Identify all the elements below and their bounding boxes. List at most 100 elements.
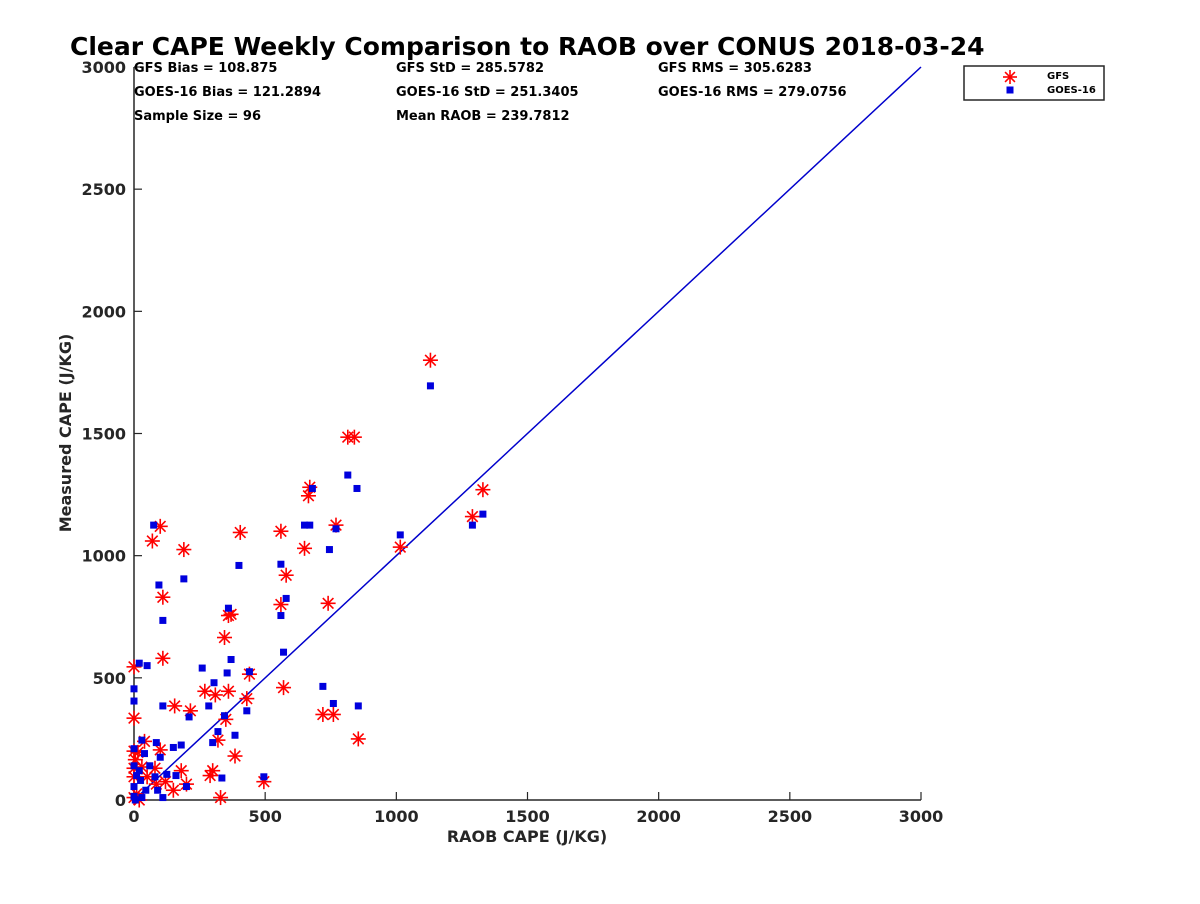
goes16-point — [277, 612, 285, 620]
gfs-point — [152, 742, 168, 758]
x-axis-label: RAOB CAPE (J/KG) — [447, 827, 607, 846]
goes16-point — [130, 792, 138, 800]
gfs-point — [220, 683, 236, 699]
y-tick-label: 2500 — [81, 180, 126, 199]
goes16-point — [151, 773, 159, 781]
goes16-point — [306, 521, 314, 529]
gfs-point — [392, 539, 408, 555]
goes16-point — [185, 713, 193, 721]
goes16-point — [243, 707, 251, 715]
goes16-point — [301, 521, 309, 529]
stat-text: GOES-16 Bias = 121.2894 — [134, 85, 321, 100]
legend-label: GOES-16 — [1047, 85, 1096, 96]
y-axis-label: Measured CAPE (J/KG) — [56, 334, 75, 533]
gfs-point — [422, 352, 438, 368]
gfs-point — [165, 782, 181, 798]
goes16-point — [308, 484, 316, 492]
x-tick-label: 0 — [128, 807, 139, 826]
gfs-point — [126, 659, 142, 675]
gfs-point — [239, 691, 255, 707]
goes16-point — [479, 510, 487, 518]
gfs-point — [227, 748, 243, 764]
gfs-point — [197, 683, 213, 699]
gfs-point — [276, 680, 292, 696]
gfs-point — [346, 429, 362, 445]
gfs-point — [475, 482, 491, 498]
goes16-point — [223, 669, 231, 677]
gfs-point — [350, 731, 366, 747]
goes16-point — [235, 561, 243, 569]
goes16-point — [354, 702, 362, 710]
reference-line-layer — [133, 66, 922, 801]
chart-title: Clear CAPE Weekly Comparison to RAOB ove… — [70, 32, 985, 61]
goes16-point — [177, 741, 185, 749]
goes16-point — [130, 697, 138, 705]
goes16-point — [325, 546, 333, 554]
y-tick-label: 2000 — [81, 302, 126, 321]
goes16-point — [130, 685, 138, 693]
gfs-point — [220, 608, 236, 624]
goes16-point — [221, 712, 229, 720]
goes16-point — [143, 662, 151, 670]
legend-gfs-marker — [1003, 70, 1017, 84]
goes16-point — [133, 772, 141, 780]
goes16-point — [332, 525, 340, 533]
y-tick-label: 3000 — [81, 58, 126, 77]
goes16-point — [329, 699, 337, 707]
goes16-point — [159, 702, 167, 710]
goes16-point — [182, 783, 190, 791]
goes16-point — [156, 753, 164, 761]
goes16-point — [205, 702, 213, 710]
goes16-point — [180, 575, 188, 583]
x-tick-label: 2500 — [768, 807, 813, 826]
goes16-point — [142, 786, 150, 794]
statistics-block: GFS Bias = 108.875 GFS StD = 285.5782 GFS … — [134, 61, 847, 124]
goes16-point — [260, 773, 268, 781]
gfs-point — [155, 650, 171, 666]
goes16-point — [159, 616, 167, 624]
goes16-point — [209, 739, 217, 747]
gfs-point — [300, 488, 316, 504]
goes16-point — [218, 774, 226, 782]
gfs-point — [232, 524, 248, 540]
stat-text: GOES-16 RMS = 279.0756 — [658, 85, 847, 100]
x-tick-label: 1000 — [374, 807, 419, 826]
goes16-point — [138, 794, 146, 802]
goes16-point — [214, 728, 222, 736]
goes16-point — [146, 762, 154, 770]
goes16-point — [282, 594, 290, 602]
legend: GFS GOES-16 — [963, 65, 1105, 101]
goes16-point — [155, 581, 163, 589]
one-to-one-line — [133, 66, 922, 801]
gfs-point — [278, 567, 294, 583]
goes16-point — [319, 682, 327, 690]
goes16-point — [172, 772, 180, 780]
legend-box — [963, 65, 1105, 101]
goes16-point — [130, 783, 138, 791]
stat-text: GOES-16 StD = 251.3405 — [396, 85, 579, 100]
gfs-point — [217, 630, 233, 646]
goes16-point — [154, 786, 162, 794]
stat-text: GFS Bias = 108.875 — [134, 61, 277, 76]
gfs-point — [144, 533, 160, 549]
gfs-point — [464, 509, 480, 525]
legend-goes16-marker — [1006, 86, 1014, 94]
goes16-point — [169, 743, 177, 751]
goes16-point — [468, 521, 476, 529]
data-points-layer — [126, 352, 491, 808]
goes16-point — [353, 484, 361, 492]
goes16-point — [396, 531, 404, 539]
gfs-point — [297, 540, 313, 556]
gfs-point — [213, 790, 229, 806]
goes16-point — [227, 656, 235, 664]
x-tick-label: 2000 — [636, 807, 681, 826]
goes16-point — [231, 731, 239, 739]
goes16-point — [198, 664, 206, 672]
axes: 0 500 1000 1500 2000 2500 3000 0 500 1000 1500 2000… — [81, 58, 943, 826]
goes16-point — [245, 668, 253, 676]
stat-text: GFS RMS = 305.6283 — [658, 61, 812, 76]
stat-text: Mean RAOB = 239.7812 — [396, 109, 570, 124]
gfs-point — [167, 698, 183, 714]
